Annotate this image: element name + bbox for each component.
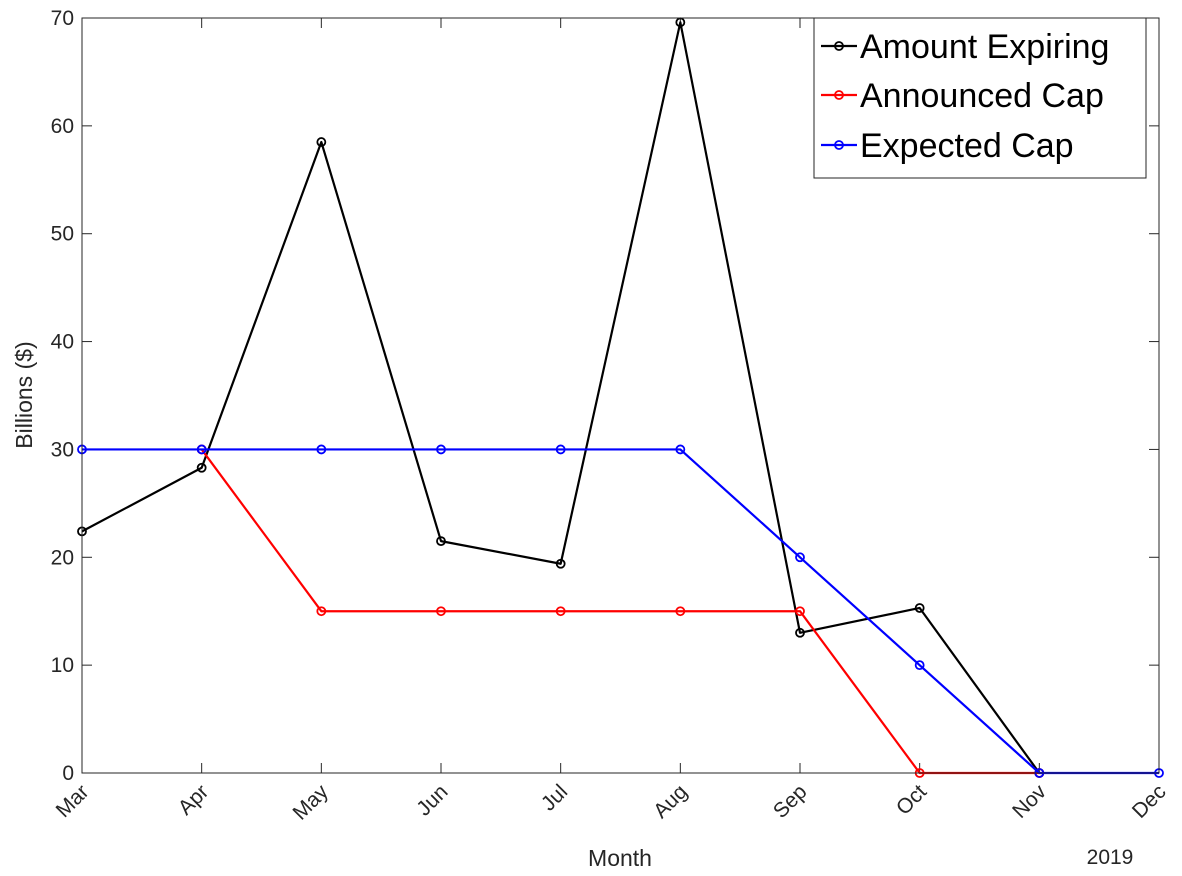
x-tick-label: Sep (769, 780, 812, 823)
data-point (555, 606, 566, 617)
series-line (81, 21, 1041, 774)
y-tick-label: 0 (62, 762, 74, 785)
x-tick-label: Aug (649, 780, 692, 823)
data-point (795, 606, 805, 617)
series-line (200, 448, 1040, 775)
legend-label: Expected Cap (860, 127, 1074, 165)
data-point (316, 606, 327, 617)
legend-label: Announced Cap (860, 77, 1104, 115)
legend-marker (834, 140, 844, 150)
data-point (436, 606, 446, 617)
data-point (795, 552, 805, 563)
data-point (316, 444, 327, 455)
data-point (675, 606, 686, 617)
x-axis-title: Month (588, 845, 652, 871)
data-point (555, 558, 566, 569)
series-line (82, 448, 1159, 775)
legend-marker (834, 41, 844, 51)
series-layer (77, 17, 1164, 778)
data-point (436, 444, 446, 455)
y-tick-label: 70 (51, 7, 74, 30)
y-tick-label: 50 (51, 223, 74, 246)
x-tick-label: Mar (52, 780, 94, 822)
x-tick-label: May (289, 780, 334, 825)
data-point (316, 137, 327, 147)
legend: Amount Expiring Announced Cap Expected Cap (813, 17, 1147, 179)
y-tick-label: 40 (51, 331, 74, 354)
x-tick-label: Jun (412, 780, 452, 820)
data-point (436, 536, 446, 547)
x-tick-label: Apr (174, 780, 213, 819)
data-point (555, 444, 566, 455)
y-axis: 0 10 20 30 40 50 60 70 (51, 7, 1159, 785)
y-tick-label: 20 (51, 546, 74, 569)
legend-marker (834, 90, 844, 100)
x-tick-label: Dec (1128, 780, 1171, 823)
legend-box (813, 17, 1147, 179)
data-point (795, 627, 805, 638)
y-tick-label: 10 (51, 654, 74, 677)
data-point (196, 462, 207, 473)
y-tick-label: 60 (51, 115, 74, 138)
legend-label: Amount Expiring (860, 28, 1109, 66)
x-tick-label: Jul (537, 780, 572, 815)
x-tick-label: Oct (892, 780, 931, 819)
data-point (914, 660, 925, 671)
x-tick-label: Nov (1008, 780, 1051, 823)
data-point (914, 603, 925, 613)
year-label: 2019 (1087, 846, 1134, 869)
y-tick-label: 30 (51, 438, 74, 461)
plot-frame (81, 17, 1160, 774)
y-axis-title: Billions ($) (11, 341, 37, 448)
data-point (196, 444, 207, 455)
data-point (675, 444, 686, 455)
